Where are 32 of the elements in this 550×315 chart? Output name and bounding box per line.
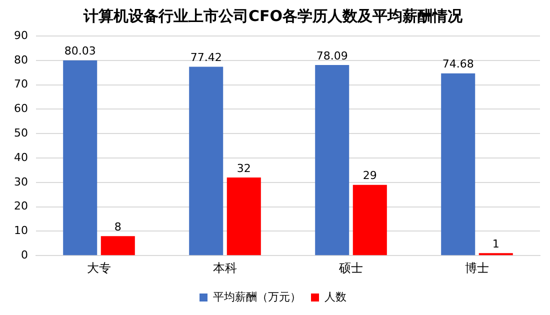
y-tick-label: 80 (14, 53, 28, 66)
data-label: 77.42 (190, 51, 222, 64)
bar (441, 73, 476, 256)
x-tick-label: 硕士 (338, 260, 363, 275)
legend-label: 人数 (324, 290, 346, 304)
bar (63, 60, 98, 256)
y-tick-label: 70 (14, 78, 28, 91)
y-tick-label: 60 (14, 102, 28, 116)
chart-title: 计算机设备行业上市公司CFO各学历人数及平均薪酬情况 (82, 6, 464, 25)
x-tick-label: 本科 (213, 260, 237, 275)
bar (315, 65, 350, 256)
x-tick-label: 博士 (465, 260, 489, 275)
data-label: 74.68 (442, 58, 474, 71)
y-tick-label: 0 (20, 248, 28, 262)
bar (100, 236, 135, 256)
y-tick-label: 90 (14, 28, 28, 42)
bar (189, 66, 224, 256)
y-tick-label: 30 (14, 175, 28, 188)
y-tick-label: 10 (14, 224, 28, 238)
data-label: 8 (114, 220, 122, 234)
data-label: 1 (492, 238, 500, 251)
data-label: 32 (236, 162, 251, 175)
y-tick-label: 20 (14, 200, 28, 213)
data-label: 78.09 (316, 49, 348, 62)
y-tick-label: 50 (14, 126, 28, 140)
y-tick-label: 40 (14, 150, 28, 164)
bar (226, 178, 261, 256)
legend-label: 平均薪酬（万元） (213, 290, 301, 304)
x-tick-label: 大专 (86, 260, 111, 275)
data-label: 29 (362, 169, 377, 182)
bar (352, 184, 387, 256)
data-label: 80.03 (64, 44, 96, 58)
